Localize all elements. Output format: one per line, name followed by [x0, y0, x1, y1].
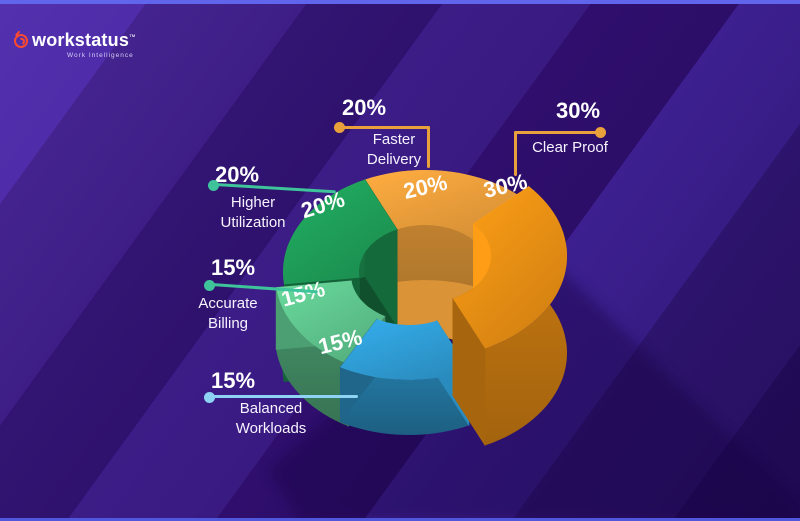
leader-line [514, 131, 517, 176]
leader-line [427, 126, 430, 168]
bottom-accent-line [0, 518, 800, 521]
callout-pct-higher-utilization: 20% [215, 162, 260, 187]
callout-label-accurate-billing: Accurate Billing [198, 295, 258, 332]
dot-marker [204, 392, 215, 403]
brand-tagline: Work Intelligence [67, 52, 134, 59]
leader-line [514, 131, 599, 134]
dot-marker [595, 127, 606, 138]
brand-wordmark: workstatus™ [32, 30, 136, 50]
pie-slice-balanced-workloads: 15% [316, 318, 470, 435]
workstatus-logo: workstatus™ Work Intelligence [12, 30, 136, 59]
dot-marker [204, 280, 215, 291]
dot-marker [208, 180, 219, 191]
leader-line [340, 126, 430, 129]
callout-label-faster-delivery: Faster Delivery [366, 131, 422, 168]
callout-pct-faster-delivery: 20% [342, 95, 387, 120]
callout-label-higher-utilization: Higher Utilization [220, 194, 286, 231]
pie-slice-clear-proof: 30% [452, 169, 567, 447]
callout-label-balanced-workloads: Balanced Workloads [235, 400, 307, 437]
callout-pct-clear-proof: 30% [556, 98, 601, 123]
callout-label-clear-proof: Clear Proof [532, 139, 608, 156]
top-accent-line [0, 0, 800, 4]
dot-marker [334, 122, 345, 133]
callout-pct-balanced-workloads: 15% [211, 368, 256, 393]
callout-pct-accurate-billing: 15% [211, 255, 256, 280]
stopwatch-icon [12, 32, 30, 49]
trademark-symbol: ™ [129, 34, 136, 41]
leader-line [212, 395, 358, 398]
